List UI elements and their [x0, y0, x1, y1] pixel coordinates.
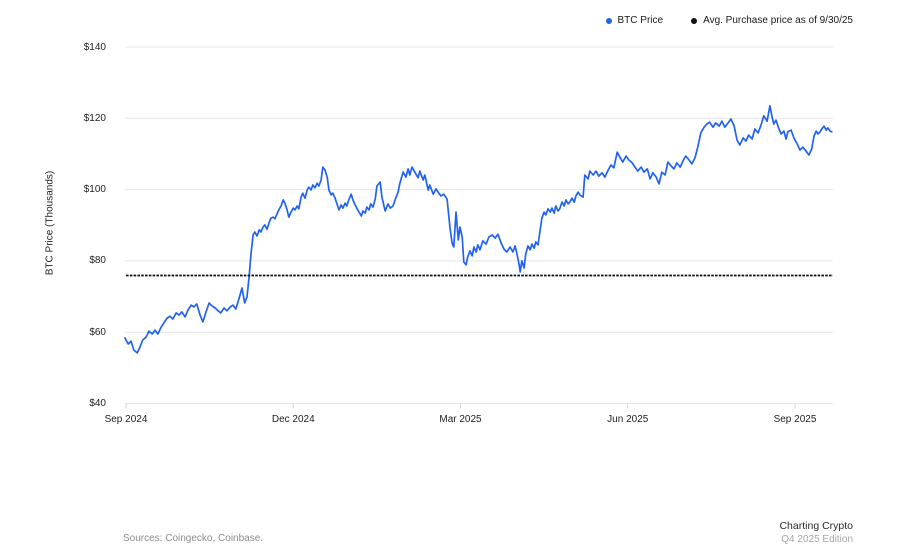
y-tick-label: $40 — [89, 398, 106, 409]
btc-price-line — [124, 104, 833, 354]
x-tick-label: Sep 2024 — [104, 414, 148, 425]
brand-subtitle: Q4 2025 Edition — [781, 534, 853, 545]
sources-note: Sources: Coingecko, Coinbase. — [123, 533, 264, 544]
x-tick-label: Jun 2025 — [607, 414, 649, 425]
chart-legend: BTC Price Avg. Purchase price as of 9/30… — [605, 15, 853, 26]
y-tick-label: $120 — [83, 112, 106, 124]
y-tick-label: $60 — [89, 326, 106, 338]
legend-dot-icon — [605, 17, 612, 24]
legend-item-avg-purchase-price: Avg. Purchase price as of 9/30/25 — [691, 15, 853, 26]
legend-label: Avg. Purchase price as of 9/30/25 — [703, 15, 853, 26]
x-tick-label: Dec 2024 — [271, 414, 315, 425]
legend-item-btc-price: BTC Price — [605, 15, 664, 26]
brand-title: Charting Crypto — [779, 520, 853, 532]
legend-dot-icon — [691, 17, 698, 24]
brand-block: Charting Crypto Q4 2025 Edition — [779, 520, 853, 546]
y-tick-label: $100 — [83, 184, 106, 196]
y-tick-label: $80 — [89, 255, 106, 267]
y-tick-label: $140 — [83, 41, 106, 53]
x-tick-label: Sep 2025 — [773, 414, 817, 425]
legend-label: BTC Price — [617, 15, 664, 26]
x-tick-label: Mar 2025 — [439, 414, 482, 425]
